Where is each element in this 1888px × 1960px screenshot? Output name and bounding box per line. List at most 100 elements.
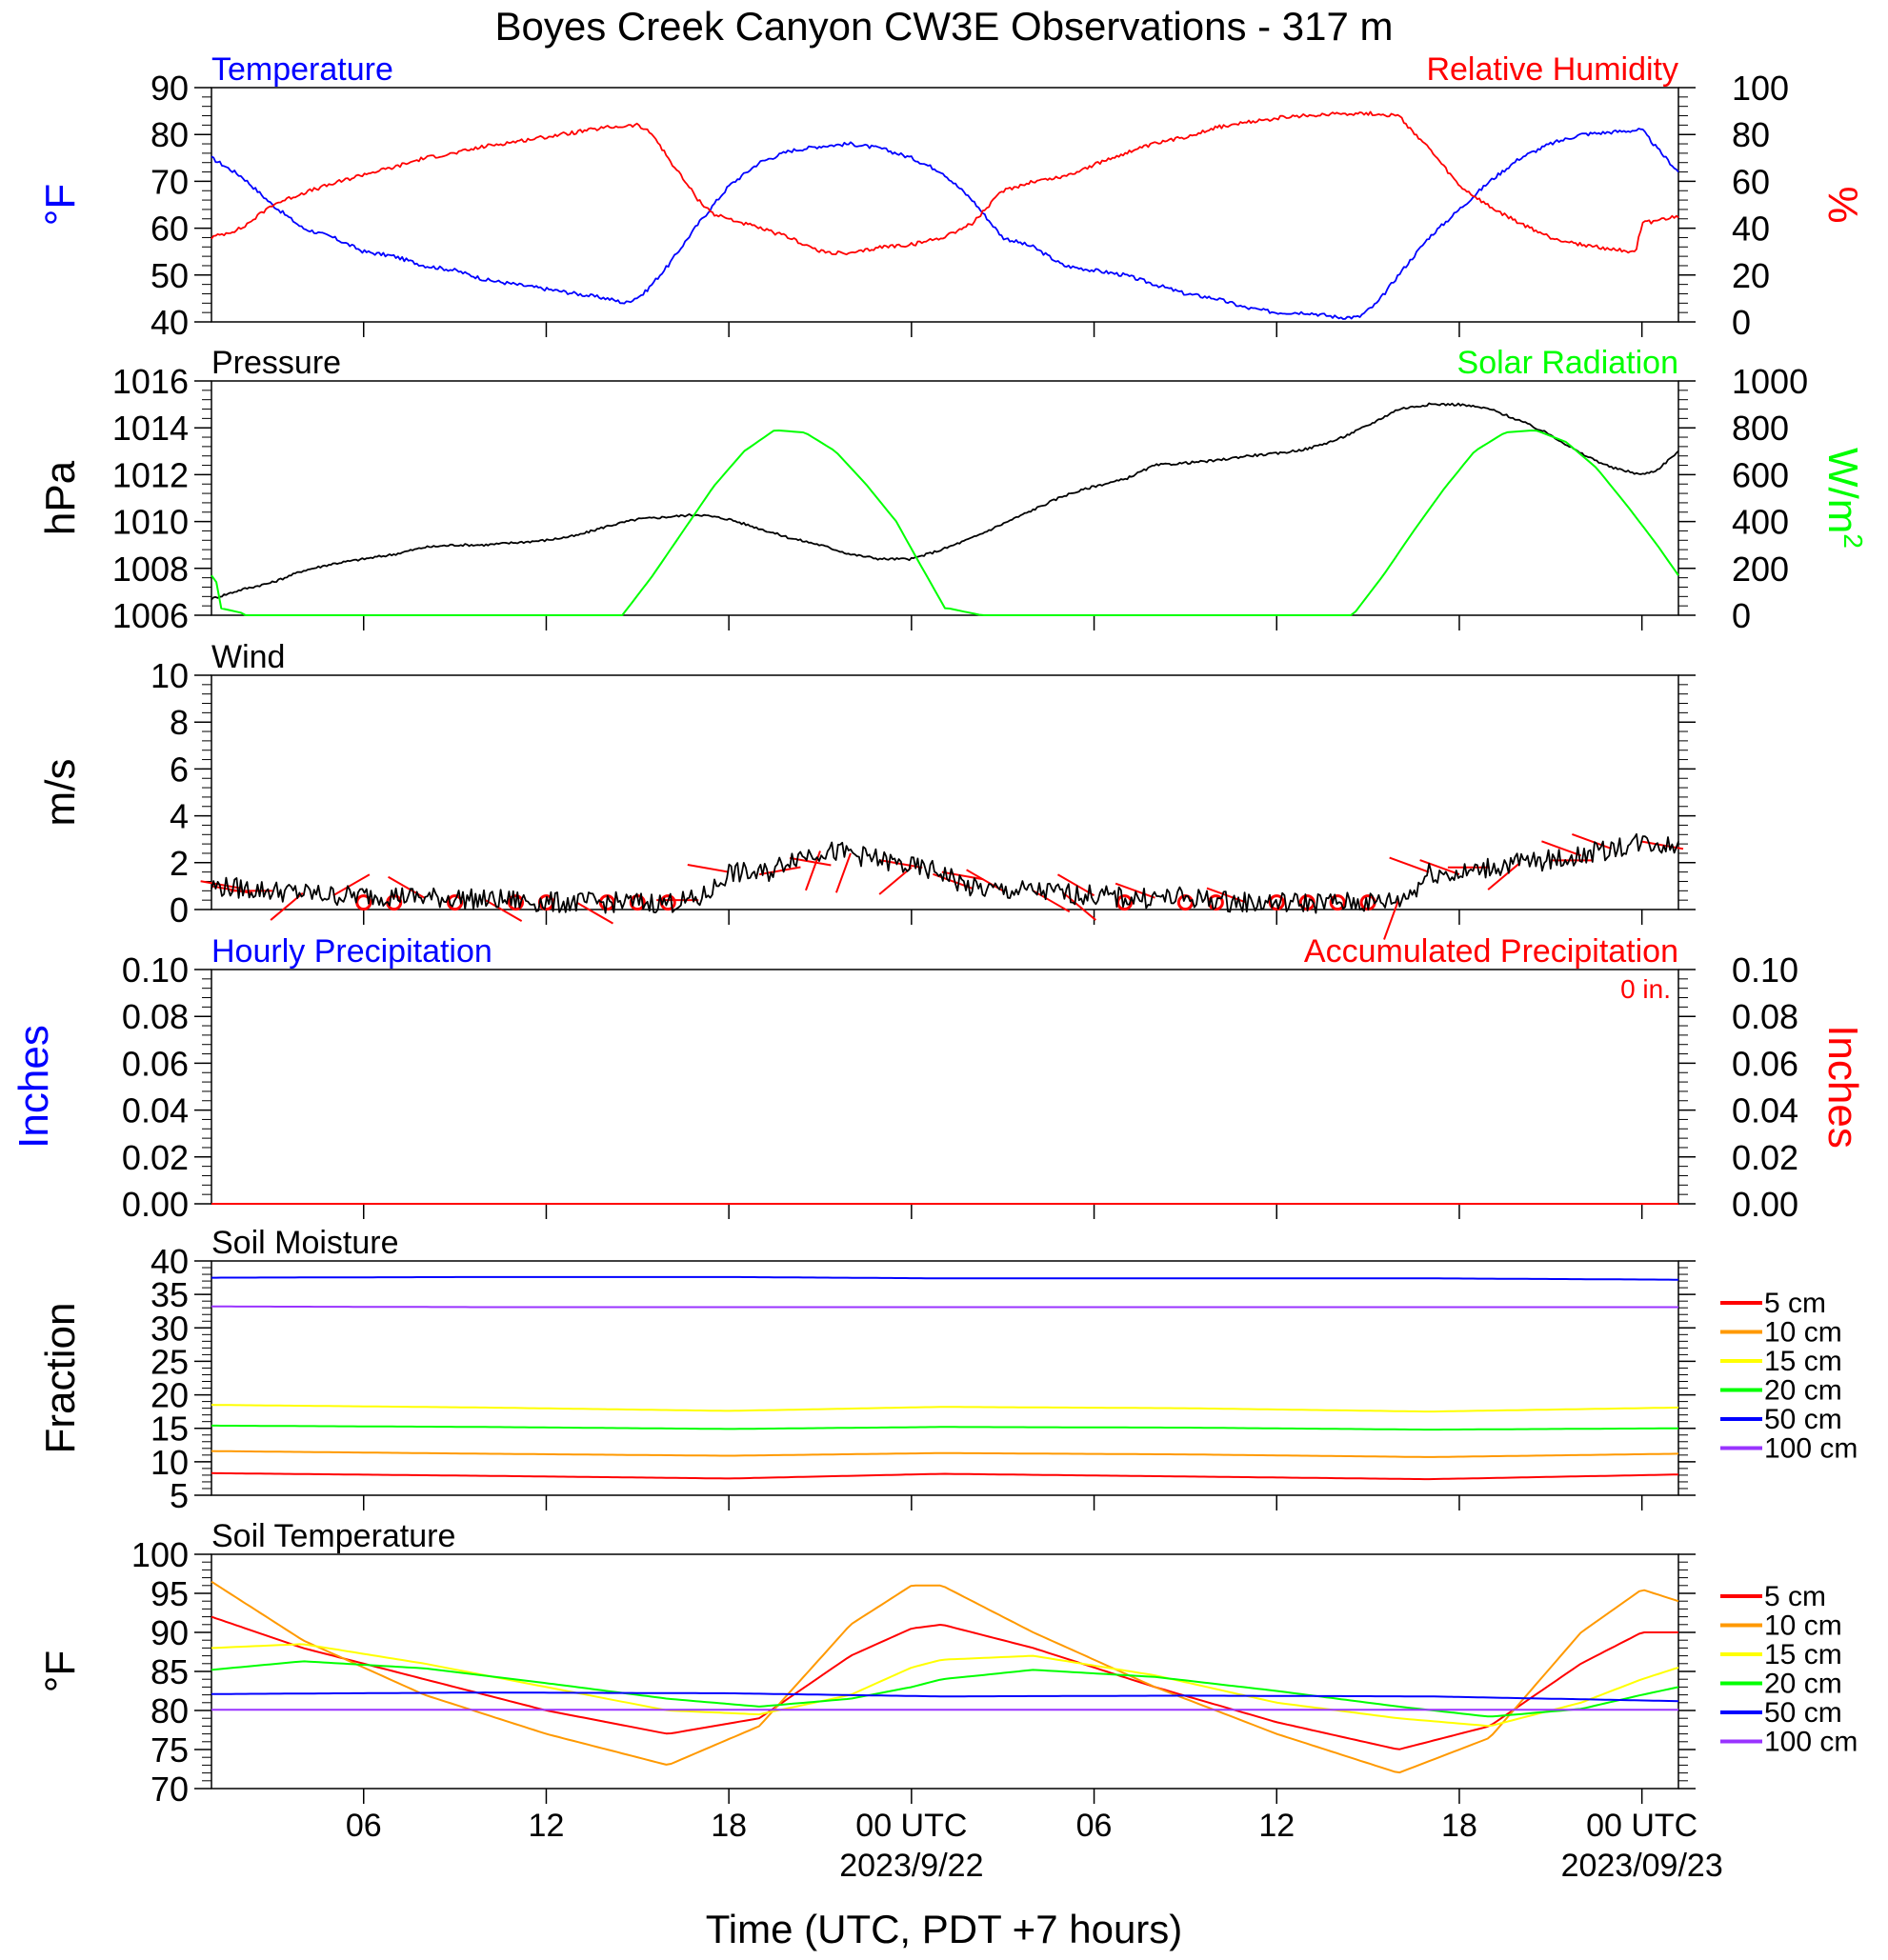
calm-wind-marker: [508, 894, 525, 911]
y-tick-label: 90: [151, 69, 189, 108]
x-tick-label: 18: [1441, 1808, 1477, 1844]
series-line-50-cm: [211, 1691, 1679, 1703]
y-tick-label: 80: [151, 1691, 189, 1730]
y2-tick-label: 40: [1732, 210, 1770, 249]
y2-tick-label: 60: [1732, 162, 1770, 201]
y2-tick-label: 0.04: [1732, 1091, 1798, 1130]
y2-tick-label: 0.08: [1732, 997, 1798, 1036]
y-tick-label: 50: [151, 256, 189, 295]
legend-label: 20 cm: [1764, 1375, 1842, 1407]
legend-label: 10 cm: [1764, 1610, 1842, 1642]
panel-left-title: Pressure: [211, 345, 341, 381]
series-line-15-cm: [211, 1643, 1679, 1728]
y-tick-label: 1010: [112, 503, 189, 542]
y-axis-label: Fraction: [37, 1303, 84, 1454]
x-tick-label: 00 UTC: [1586, 1808, 1697, 1844]
y2-tick-label: 80: [1732, 115, 1770, 154]
x-tick-label: 12: [1258, 1808, 1295, 1844]
x-tick-label: 18: [711, 1808, 747, 1844]
series-line-wind: [211, 832, 1679, 914]
y2-tick-label: 20: [1732, 256, 1770, 295]
x-tick-date: 2023/9/22: [839, 1848, 983, 1884]
series-line-5-cm: [211, 1615, 1678, 1750]
y-tick-label: 2: [170, 844, 189, 883]
y-tick-label: 40: [151, 303, 189, 342]
y-tick-label: 100: [131, 1535, 189, 1574]
y2-tick-label: 0.10: [1732, 950, 1798, 990]
y-tick-label: 0.02: [122, 1138, 189, 1177]
legend-label: 50 cm: [1764, 1404, 1842, 1435]
x-tick-label: 06: [1076, 1808, 1113, 1844]
series-line-15-cm: [211, 1404, 1679, 1413]
y-tick-label: 70: [151, 1770, 189, 1809]
y-tick-label: 5: [170, 1476, 189, 1515]
panel-frame: [211, 380, 1679, 616]
legend-label: 100 cm: [1764, 1433, 1858, 1465]
wind-barb: [1541, 840, 1582, 857]
y-tick-label: 20: [151, 1376, 189, 1415]
figure-title: Boyes Creek Canyon CW3E Observations - 3…: [494, 4, 1393, 49]
panel-left-title: Hourly Precipitation: [211, 933, 492, 970]
y-tick-label: 0.08: [122, 997, 189, 1036]
y-tick-label: 85: [151, 1652, 189, 1691]
y-tick-label: 8: [170, 703, 189, 742]
y2-tick-label: 800: [1732, 409, 1789, 448]
series-line-20-cm: [211, 1424, 1678, 1431]
wind-barb: [758, 866, 801, 876]
legend-label: 15 cm: [1764, 1346, 1842, 1377]
y2-axis-label-text: Inches: [1819, 1025, 1866, 1149]
panel-frame: [211, 674, 1679, 910]
y-axis-label: hPa: [37, 460, 84, 535]
y-tick-label: 15: [151, 1410, 189, 1449]
y-tick-label: 30: [151, 1309, 189, 1348]
y2-tick-label: 100: [1732, 69, 1789, 108]
y2-tick-label: 400: [1732, 503, 1789, 542]
accumulated-total: 0 in.: [1620, 974, 1671, 1004]
series-line-relative-humidity: [211, 110, 1679, 256]
y-tick-label: 75: [151, 1730, 189, 1770]
series-line-10-cm: [211, 1450, 1679, 1458]
y-tick-label: 10: [151, 656, 189, 695]
y-tick-label: 1008: [112, 550, 189, 589]
y-tick-label: 10: [151, 1443, 189, 1482]
wind-barb: [1419, 859, 1460, 876]
legend-label: 5 cm: [1764, 1288, 1826, 1319]
wind-barb: [1572, 833, 1613, 850]
y2-axis-label: Inches: [1819, 1025, 1866, 1149]
calm-wind-marker: [1329, 894, 1346, 911]
panel-right-title: Solar Radiation: [1457, 345, 1678, 381]
wind-barb: [1033, 890, 1071, 913]
panel-frame: [211, 1260, 1679, 1496]
wind-barb: [941, 870, 984, 881]
series-line-pressure: [211, 402, 1679, 601]
panel-left-title: Temperature: [211, 51, 393, 88]
panel-left-title: Soil Temperature: [211, 1518, 455, 1554]
panel-frame: [211, 87, 1679, 323]
y-tick-label: 1014: [112, 409, 189, 448]
y2-axis-label-text: %: [1819, 186, 1866, 223]
series-line-50-cm: [211, 1275, 1678, 1281]
y2-tick-label: 200: [1732, 550, 1789, 589]
y-tick-label: 0: [170, 890, 189, 930]
panel-left-title: Soil Moisture: [211, 1225, 399, 1261]
legend-label: 50 cm: [1764, 1697, 1842, 1729]
wind-barb: [1383, 899, 1399, 940]
y-tick-label: 1006: [112, 596, 189, 635]
y-tick-label: 1016: [112, 362, 189, 401]
calm-wind-marker: [1268, 894, 1285, 911]
y-tick-label: 70: [151, 162, 189, 201]
wind-barb: [687, 864, 730, 873]
y-tick-label: 90: [151, 1613, 189, 1652]
wind-barb: [575, 901, 614, 925]
series-line-solar-radiation: [211, 430, 1679, 616]
y-tick-label: 4: [170, 797, 189, 836]
legend-label: 100 cm: [1764, 1727, 1858, 1758]
panel-frame: [211, 1553, 1679, 1790]
y-tick-label: 6: [170, 750, 189, 789]
y-tick-label: 1012: [112, 455, 189, 494]
wind-barb: [1115, 882, 1155, 899]
x-axis-label: Time (UTC, PDT +7 hours): [706, 1907, 1183, 1951]
y2-tick-label: 0.02: [1732, 1138, 1798, 1177]
